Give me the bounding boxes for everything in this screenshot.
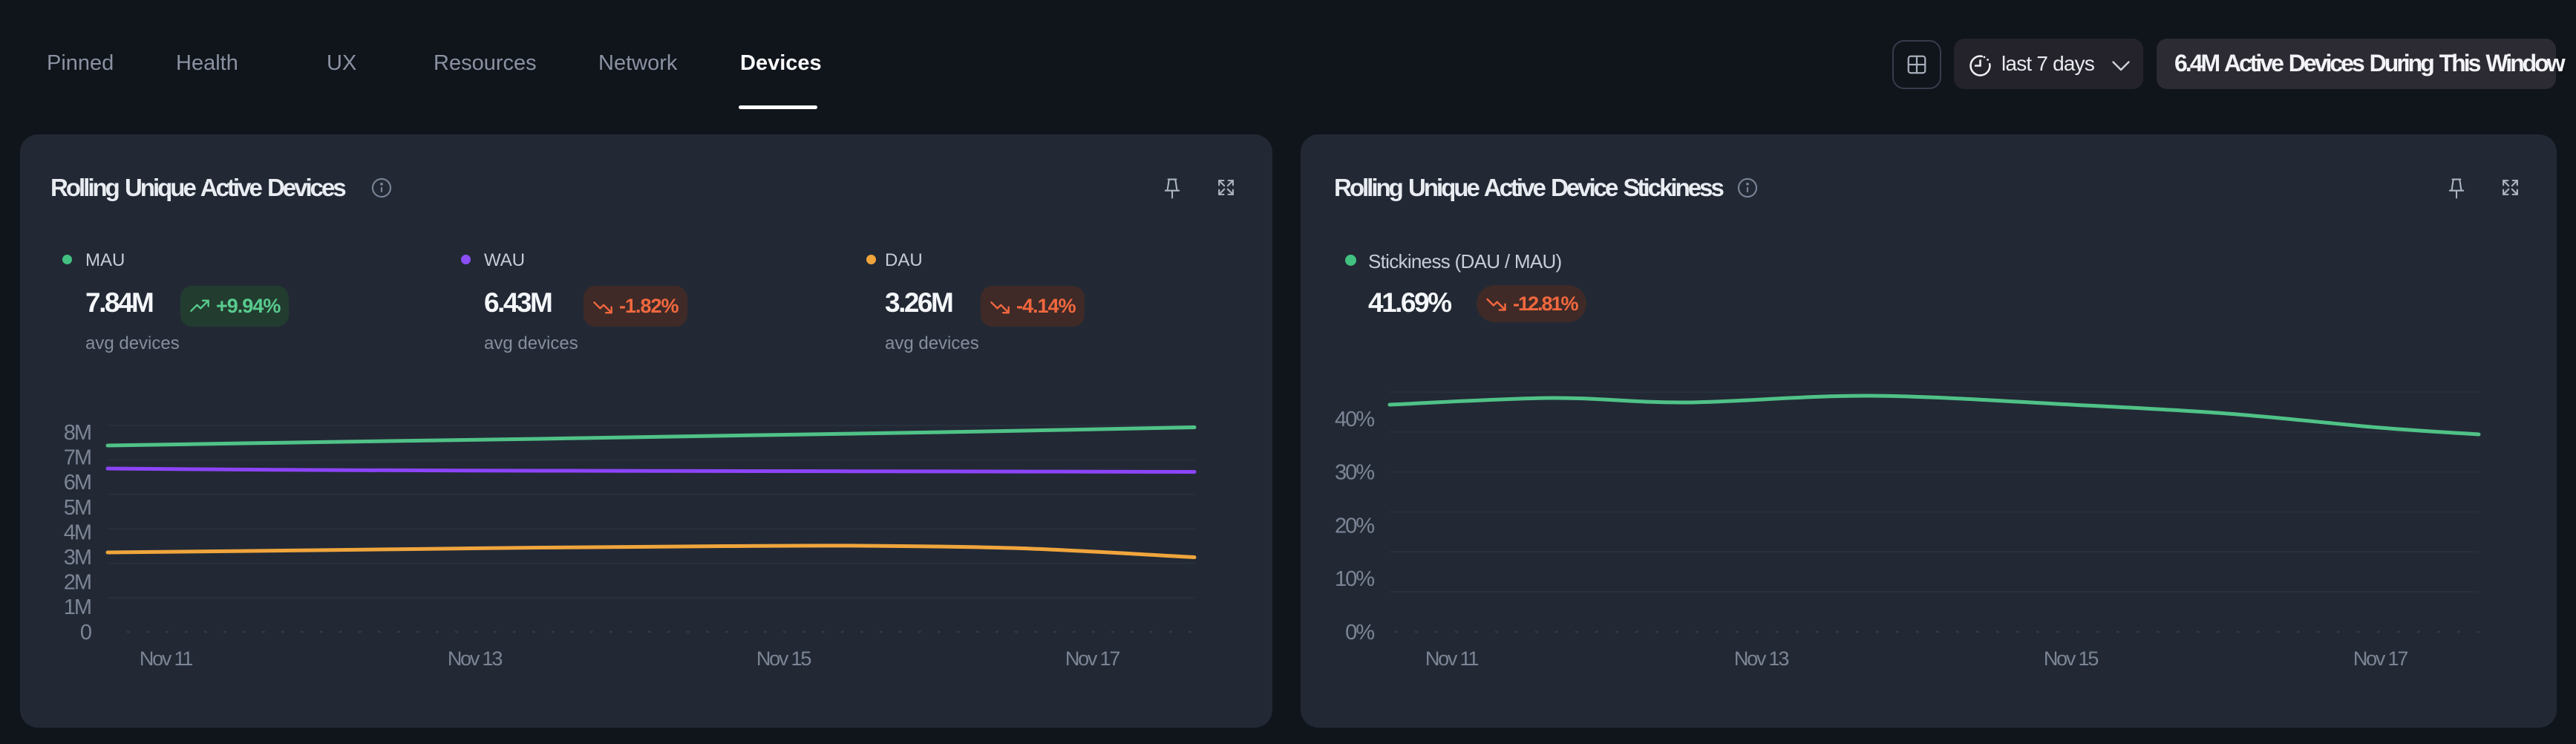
svg-text:8M: 8M: [64, 421, 91, 445]
svg-text:30%: 30%: [1335, 461, 1374, 485]
svg-text:10%: 10%: [1335, 567, 1374, 591]
svg-text:Nov 13: Nov 13: [448, 647, 503, 670]
svg-text:6M: 6M: [64, 471, 91, 495]
svg-text:7M: 7M: [64, 446, 91, 470]
svg-text:3M: 3M: [64, 546, 91, 570]
svg-text:Nov 15: Nov 15: [2044, 647, 2099, 670]
svg-text:Nov 15: Nov 15: [756, 647, 811, 670]
svg-text:Nov 11: Nov 11: [1425, 647, 1479, 670]
svg-text:2M: 2M: [64, 571, 91, 595]
svg-text:0: 0: [80, 621, 91, 645]
svg-text:Nov 13: Nov 13: [1734, 647, 1789, 670]
svg-text:Nov 17: Nov 17: [2353, 647, 2408, 670]
svg-text:5M: 5M: [64, 496, 91, 520]
svg-text:20%: 20%: [1335, 514, 1374, 538]
svg-text:1M: 1M: [64, 595, 91, 619]
svg-text:Nov 11: Nov 11: [140, 647, 193, 670]
svg-text:4M: 4M: [64, 521, 91, 544]
svg-text:40%: 40%: [1335, 408, 1374, 431]
svg-text:0%: 0%: [1345, 621, 1374, 645]
svg-text:Nov 17: Nov 17: [1065, 647, 1120, 670]
